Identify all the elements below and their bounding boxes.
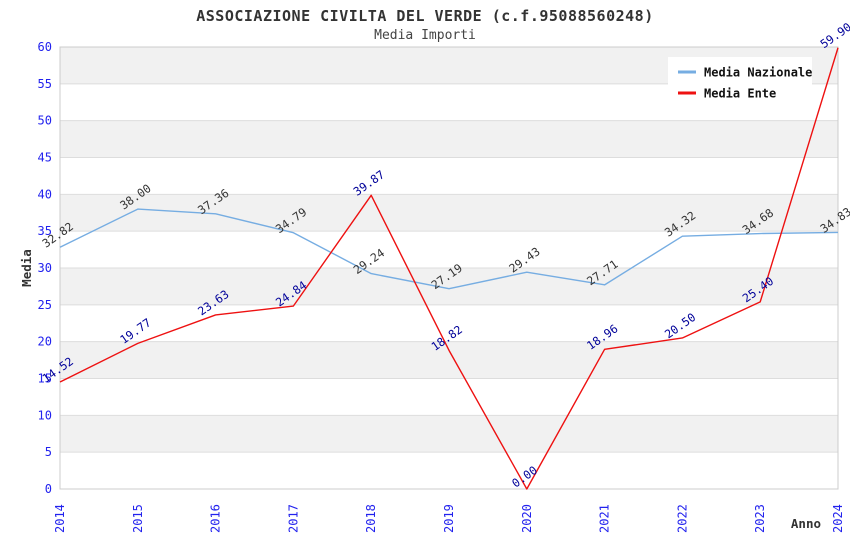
- grid-band: [60, 231, 838, 268]
- series-line-media-ente: [59, 47, 839, 490]
- data-label: 59.90: [818, 20, 850, 51]
- y-tick-label: 45: [38, 151, 52, 165]
- x-tick-label: 2020: [520, 504, 534, 533]
- x-tick-label: 2016: [209, 504, 223, 533]
- y-tick-label: 35: [38, 224, 52, 238]
- grid-band: [60, 268, 838, 305]
- grid-band: [60, 120, 838, 158]
- grid-band: [60, 452, 838, 489]
- y-tick-label: 60: [38, 40, 52, 54]
- x-tick-label: 2022: [675, 504, 689, 533]
- series-lines: [59, 47, 839, 490]
- legend-box: [668, 57, 812, 103]
- x-tick-label: 2023: [753, 504, 767, 533]
- x-axis-tick-labels: 2014 2015 2016 2017 2018 2019 2020 2021 2022 2023…: [53, 504, 845, 533]
- y-tick-label: 30: [38, 261, 52, 275]
- grid-band: [60, 415, 838, 453]
- y-tick-label: 25: [38, 298, 52, 312]
- x-tick-label: 2019: [442, 504, 456, 533]
- grid-band: [60, 157, 838, 195]
- x-axis-title: Anno: [791, 516, 821, 531]
- x-tick-label: 2021: [598, 504, 612, 533]
- series-line-media-nazionale: [59, 208, 839, 290]
- y-axis-tick-labels: 0 5 10 15 20 25 30 35 40 45 50 55 60: [38, 40, 52, 496]
- y-tick-label: 0: [45, 482, 52, 496]
- grid-band: [60, 194, 838, 232]
- grid-band: [60, 304, 838, 342]
- plot-border: [59, 46, 839, 490]
- y-tick-label: 15: [38, 372, 52, 386]
- x-tick-label: 2018: [364, 504, 378, 533]
- chart-subtitle: Media Importi: [374, 28, 476, 43]
- legend: Media Nazionale Media Ente: [668, 57, 812, 103]
- legend-label-media-nazionale: Media Nazionale: [704, 66, 812, 80]
- y-tick-label: 40: [38, 187, 52, 201]
- legend-label-media-ente: Media Ente: [704, 87, 776, 101]
- y-tick-label: 5: [45, 445, 52, 459]
- chart-title: ASSOCIAZIONE CIVILTA DEL VERDE (c.f.9508…: [196, 7, 653, 25]
- y-tick-label: 10: [38, 408, 52, 422]
- x-tick-label: 2014: [53, 504, 67, 533]
- y-axis-title: Media: [19, 249, 34, 287]
- x-tick-label: 2015: [131, 504, 145, 533]
- x-tick-label: 2024: [831, 504, 845, 533]
- y-tick-label: 50: [38, 114, 52, 128]
- y-tick-label: 20: [38, 335, 52, 349]
- grid-band: [60, 378, 838, 416]
- x-tick-label: 2017: [286, 504, 300, 533]
- plot-background-bands: [60, 47, 838, 489]
- grid-band: [60, 341, 838, 379]
- y-tick-label: 55: [38, 77, 52, 91]
